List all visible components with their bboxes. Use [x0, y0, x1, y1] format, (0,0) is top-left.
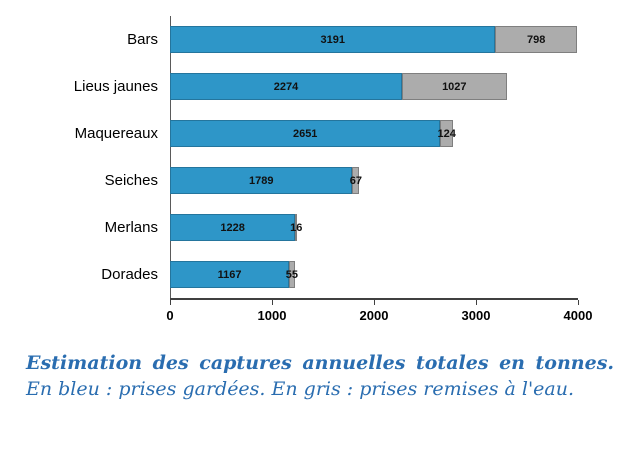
released-catch-segment: 55 [285, 261, 298, 288]
category-label: Lieus jaunes [73, 78, 158, 95]
value-label: 1027 [442, 80, 467, 93]
x-axis-tick-label: 1000 [257, 308, 287, 323]
x-axis-tick-label: 4000 [563, 308, 593, 323]
x-axis-tick-label: 3000 [461, 308, 491, 323]
value-label: 1228 [220, 221, 245, 234]
caption: Estimation des captures annuelles totale… [26, 350, 614, 402]
bar-track: 1228 16 [170, 214, 578, 241]
released-catch-segment: 67 [349, 167, 363, 194]
released-catch-segment: 124 [437, 120, 456, 147]
x-axis-tick-label: 2000 [359, 308, 389, 323]
x-axis-tick [374, 300, 375, 305]
value-label: 67 [349, 174, 363, 187]
value-label: 55 [285, 268, 298, 281]
chart-row: Bars 3191 798 [8, 16, 630, 63]
category-label: Bars [127, 31, 158, 48]
x-axis-tick-label: 0 [166, 308, 174, 323]
chart-row: Seiches 1789 67 [8, 157, 630, 204]
value-label: 3191 [320, 33, 345, 46]
kept-catch-segment: 1228 [170, 214, 296, 241]
kept-catch-segment: 2274 [170, 73, 402, 100]
kept-catch-segment: 1167 [170, 261, 290, 288]
value-label: 798 [526, 33, 546, 46]
kept-catch-segment: 2651 [170, 120, 441, 147]
category-label: Seiches [104, 172, 158, 189]
bar-track: 2651 124 [170, 120, 578, 147]
bar-chart: Bars 3191 798 Lieus jaunes 2274 1027 Maquereau… [8, 16, 630, 336]
kept-catch-segment: 1789 [170, 167, 353, 194]
x-axis-line: 0 1000 2000 3000 4000 [166, 298, 592, 336]
x-axis-tick [170, 300, 171, 305]
x-axis-tick [476, 300, 477, 305]
bar-track: 1789 67 [170, 167, 578, 194]
plot-area: Bars 3191 798 Lieus jaunes 2274 1027 Maquereau… [8, 16, 630, 298]
chart-row: Lieus jaunes 2274 1027 [8, 63, 630, 110]
bar-track: 1167 55 [170, 261, 578, 288]
chart-row: Dorades 1167 55 [8, 251, 630, 298]
bar-track: 2274 1027 [170, 73, 578, 100]
chart-rows: Bars 3191 798 Lieus jaunes 2274 1027 Maquereau… [8, 16, 630, 298]
category-label: Merlans [104, 219, 158, 236]
category-label: Maquereaux [74, 125, 158, 142]
y-axis-line [170, 16, 171, 298]
released-catch-segment: 798 [495, 26, 577, 53]
value-label: 1789 [248, 174, 274, 187]
released-catch-segment: 16 [290, 214, 302, 241]
value-label: 124 [437, 127, 456, 140]
value-label: 2651 [292, 127, 318, 140]
caption-regular: En bleu : prises gardées. En gris : pris… [26, 378, 575, 401]
x-axis-tick [272, 300, 273, 305]
value-label: 16 [290, 221, 303, 234]
bar-track: 3191 798 [170, 26, 578, 53]
kept-catch-segment: 3191 [170, 26, 496, 53]
value-label: 2274 [273, 80, 299, 93]
x-axis-tick [578, 300, 579, 305]
caption-bold: Estimation des captures annuelles totale… [26, 352, 614, 374]
released-catch-segment: 1027 [401, 73, 507, 100]
chart-row: Merlans 1228 16 [8, 204, 630, 251]
category-label: Dorades [101, 266, 158, 283]
chart-row: Maquereaux 2651 124 [8, 110, 630, 157]
value-label: 1167 [217, 268, 242, 281]
